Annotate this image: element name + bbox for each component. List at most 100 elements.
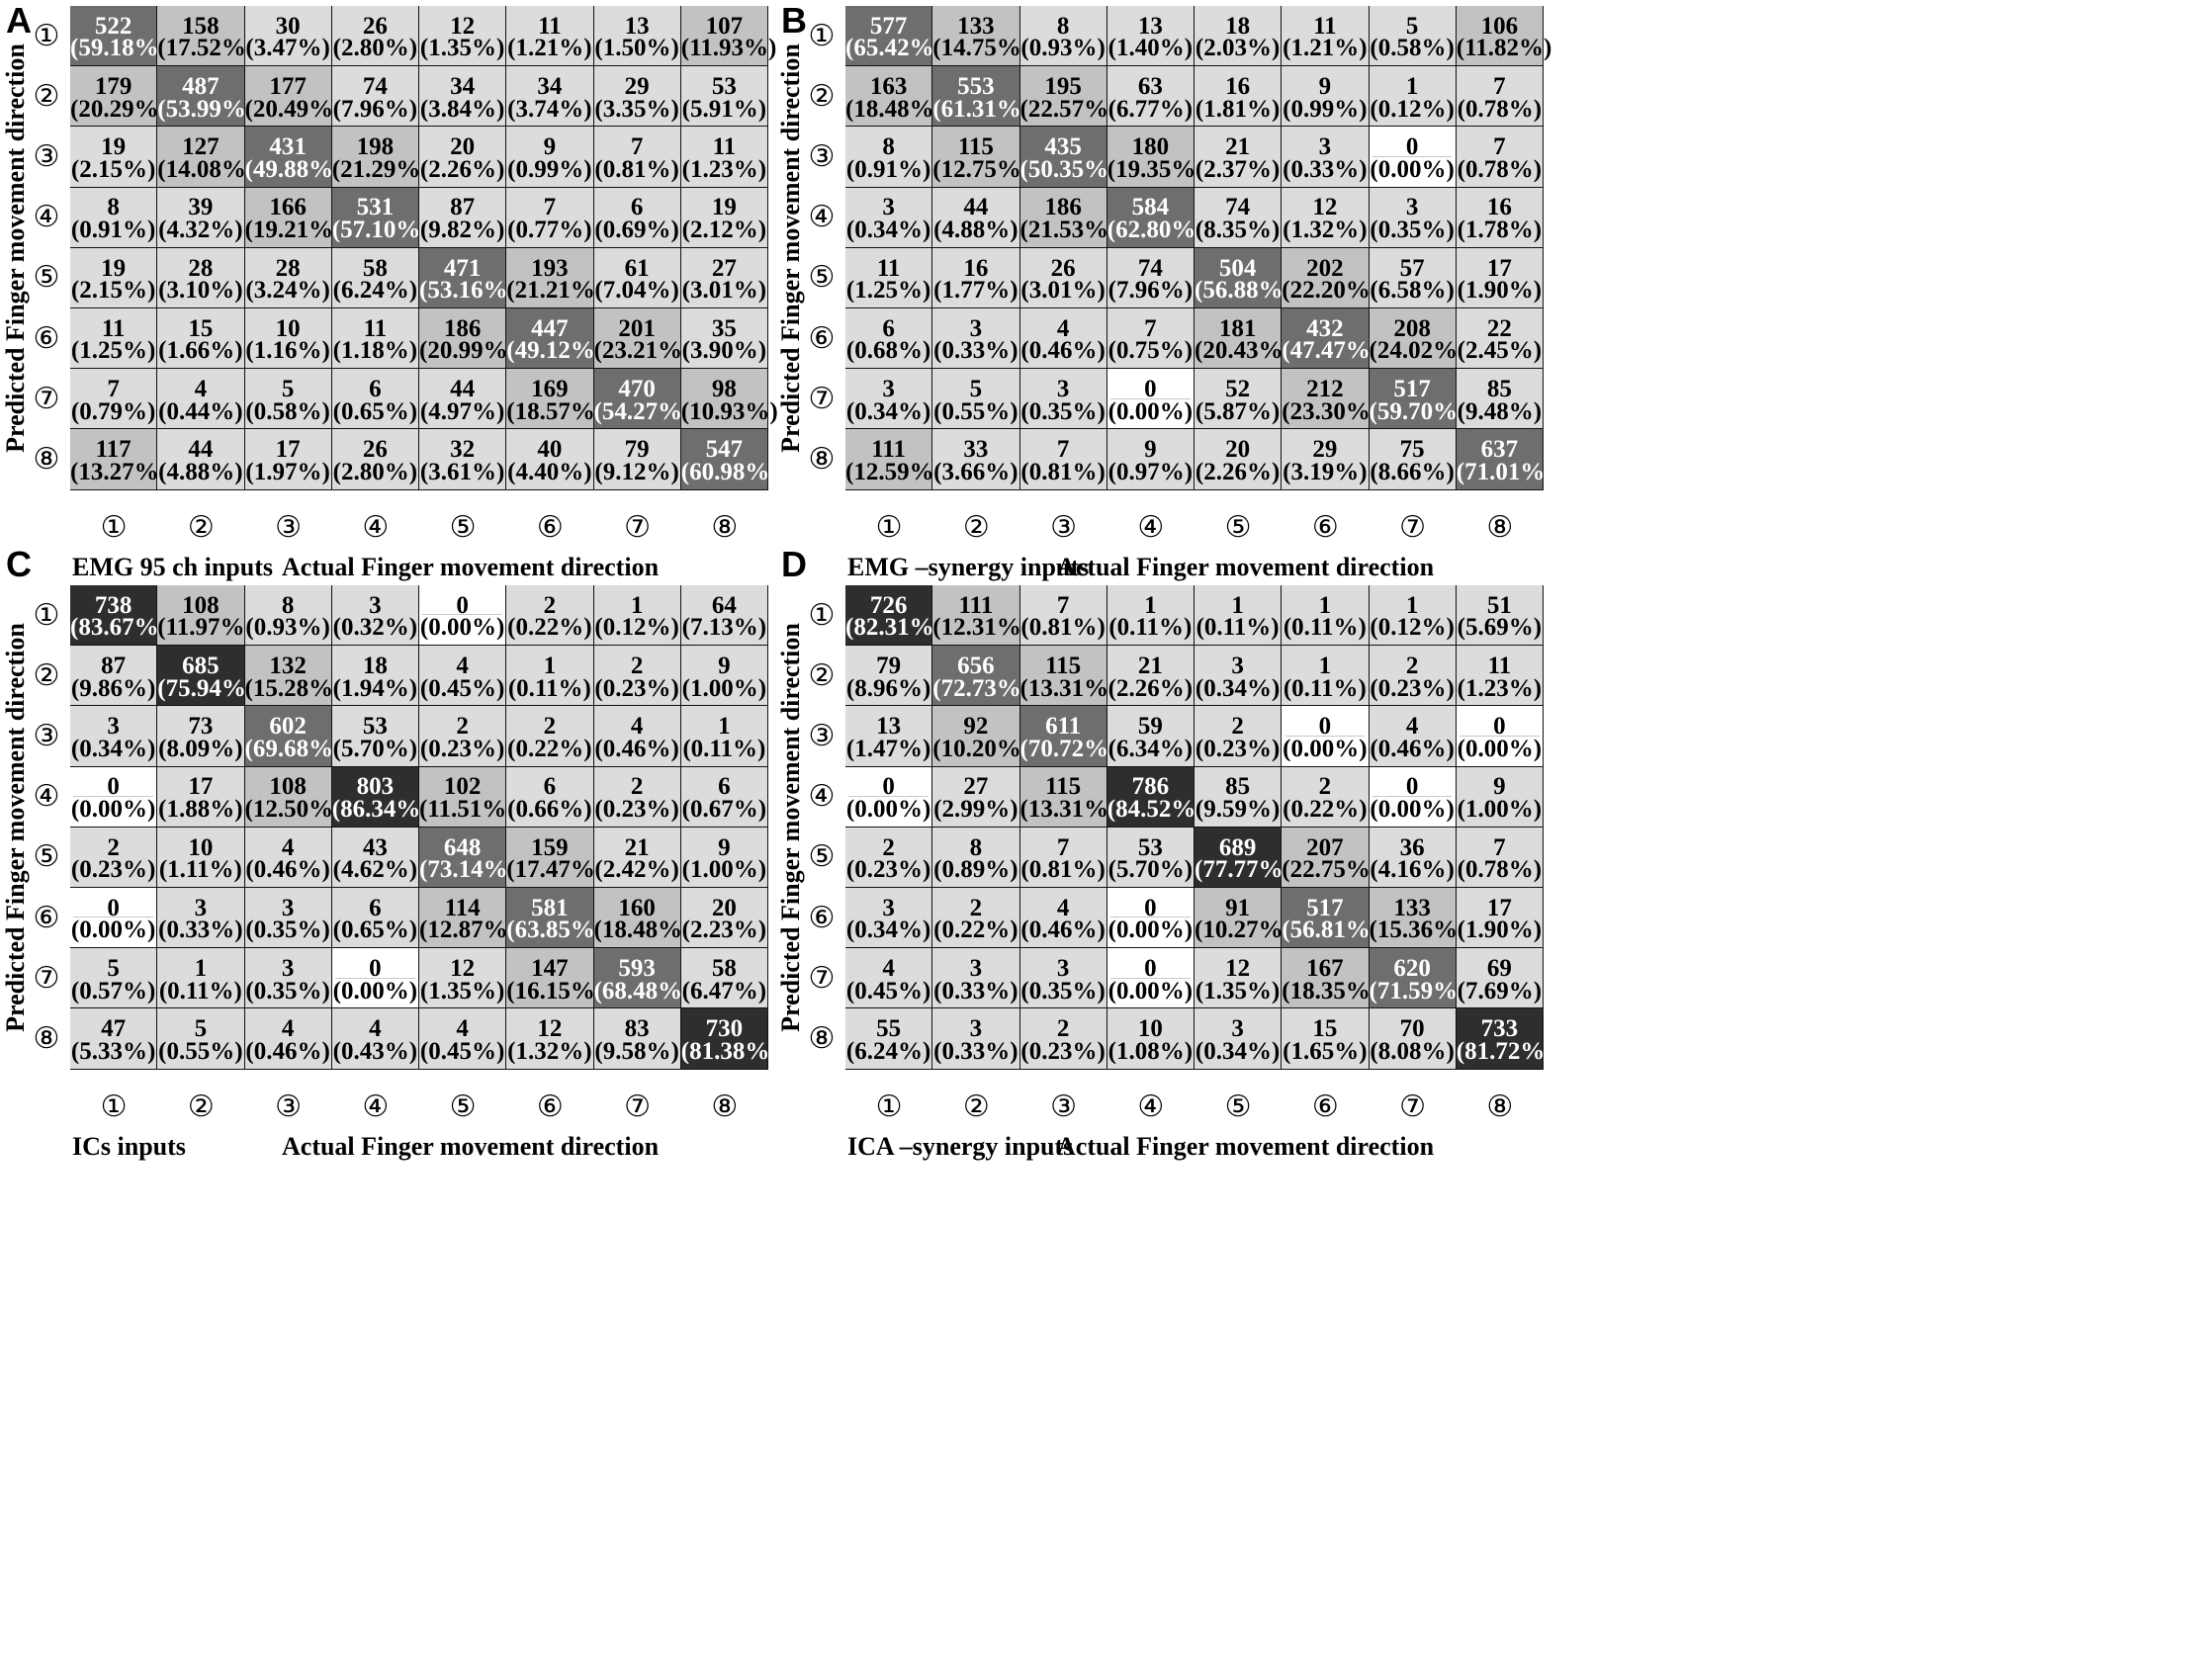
cell-count: 22 [1486, 314, 1512, 342]
cell-count: 43 [362, 833, 388, 861]
cell-count: 8 [1056, 12, 1070, 40]
cell-percent: (14.08%) [157, 155, 255, 183]
cell-percent: (0.93%) [245, 614, 330, 642]
matrix-cell: 803 (86.34%) [331, 766, 429, 828]
matrix-cell: 0 (0.00%) [1369, 127, 1457, 188]
cell-percent: (0.23%) [1370, 674, 1455, 702]
matrix-cell: 0 (0.00%) [70, 888, 158, 949]
cell-percent: (0.97%) [1107, 458, 1194, 485]
matrix-cell: 32 (3.61%) [419, 429, 507, 490]
matrix-cell: 7 (0.77%) [506, 187, 594, 248]
cell-percent: (4.88%) [933, 216, 1018, 243]
cell-count: 133 [1393, 894, 1431, 921]
cell-percent: (8.08%) [1370, 1037, 1455, 1065]
matrix-cell: 74 (7.96%) [331, 66, 419, 128]
cell-percent: (20.43%) [1194, 337, 1291, 365]
cell-count: 15 [1312, 1015, 1338, 1043]
cell-percent: (60.98%) [680, 458, 778, 485]
cell-percent: (0.46%) [1370, 735, 1455, 762]
matrix-cell: 471 (53.16%) [419, 247, 516, 308]
cell-count: 117 [95, 436, 132, 464]
cell-percent: (17.47%) [506, 856, 604, 884]
cell-count: 26 [362, 436, 388, 464]
matrix-cell: 180 (19.35%) [1106, 127, 1204, 188]
cell-count: 431 [269, 133, 307, 161]
matrix-cell: 2 (0.22%) [932, 888, 1020, 949]
matrix-cell: 1 (0.12%) [1369, 585, 1457, 647]
cell-count: 6 [543, 773, 557, 801]
column-label: ⑤ [449, 1090, 477, 1123]
cell-count: 17 [275, 436, 301, 464]
panel-letter: A [6, 0, 32, 41]
matrix-cell: 4 (0.46%) [593, 706, 681, 767]
cell-count: 74 [362, 73, 388, 100]
cell-count: 0 [1318, 713, 1332, 741]
matrix-cell: 0 (0.00%) [1282, 706, 1370, 767]
cell-percent: (1.81%) [1194, 95, 1281, 123]
cell-count: 2 [456, 713, 469, 741]
matrix-cell: 91 (10.27%) [1194, 888, 1291, 949]
cell-percent: (75.94%) [157, 674, 255, 702]
cell-percent: (0.32%) [332, 614, 418, 642]
cell-count: 11 [876, 254, 901, 282]
cell-percent: (0.23%) [1194, 735, 1281, 762]
matrix-cell: 0 (0.00%) [419, 585, 507, 647]
cell-percent: (0.23%) [845, 856, 931, 884]
cell-count: 1 [1405, 73, 1419, 100]
matrix-cell: 57 (6.58%) [1369, 247, 1457, 308]
cell-percent: (3.35%) [594, 95, 679, 123]
cell-count: 53 [1137, 833, 1163, 861]
matrix-cell: 87 (9.86%) [70, 646, 158, 707]
cell-divider [1110, 916, 1191, 918]
row-label: ① [33, 19, 60, 52]
cell-percent: (0.35%) [1370, 216, 1455, 243]
matrix-cell: 9 (1.00%) [680, 646, 768, 707]
matrix-cell: 593 (68.48%) [593, 948, 690, 1009]
cell-percent: (0.00%) [845, 795, 931, 823]
cell-count: 21 [1137, 653, 1163, 679]
cell-percent: (3.19%) [1283, 458, 1368, 485]
matrix-cell: 169 (18.57%) [506, 369, 603, 430]
matrix-cell: 3 (0.32%) [331, 585, 419, 647]
column-label: ② [962, 1090, 990, 1123]
cell-percent: (10.93%) [680, 397, 778, 425]
matrix-cell: 212 (23.30%) [1282, 369, 1378, 430]
cell-count: 0 [107, 894, 120, 921]
cell-count: 522 [94, 12, 133, 40]
cell-count: 44 [963, 194, 989, 221]
cell-count: 8 [281, 591, 295, 619]
matrix-cell: 12 (1.35%) [1194, 948, 1283, 1009]
matrix-cell: 87 (9.82%) [419, 187, 507, 248]
cell-percent: (72.73%) [932, 674, 1030, 702]
matrix-cell: 3 (0.35%) [1019, 948, 1107, 1009]
cell-count: 58 [362, 254, 388, 282]
matrix-cell: 53 (5.70%) [331, 706, 419, 767]
cell-percent: (1.00%) [681, 856, 767, 884]
column-label: ⑥ [536, 1090, 564, 1123]
cell-count: 1 [1231, 591, 1244, 619]
cell-count: 160 [618, 894, 656, 921]
cell-percent: (22.20%) [1282, 277, 1379, 305]
matrix-cell: 9 (0.99%) [506, 127, 594, 188]
cell-percent: (12.31%) [932, 614, 1030, 642]
cell-percent: (59.70%) [1369, 397, 1466, 425]
cell-count: 26 [362, 12, 388, 40]
cell-percent: (22.75%) [1282, 856, 1379, 884]
cell-count: 133 [957, 12, 995, 40]
matrix-cell: 3 (0.35%) [244, 948, 332, 1009]
cell-percent: (86.34%) [331, 795, 429, 823]
matrix-cell: 114 (12.87%) [419, 888, 516, 949]
cell-count: 8 [882, 133, 895, 161]
column-label: ⑤ [1224, 510, 1252, 544]
cell-count: 106 [1480, 12, 1519, 40]
matrix-cell: 4 (0.46%) [1019, 308, 1107, 370]
matrix-cell: 111 (12.59%) [845, 429, 942, 490]
matrix-cell: 47 (5.33%) [70, 1008, 158, 1070]
cell-percent: (21.29%) [331, 155, 429, 183]
cell-count: 18 [1225, 12, 1251, 40]
cell-count: 3 [969, 314, 983, 342]
matrix-cell: 85 (9.59%) [1194, 766, 1283, 828]
matrix-cell: 7 (0.75%) [1106, 308, 1194, 370]
cell-count: 19 [101, 254, 127, 282]
cell-percent: (16.15%) [506, 977, 604, 1004]
